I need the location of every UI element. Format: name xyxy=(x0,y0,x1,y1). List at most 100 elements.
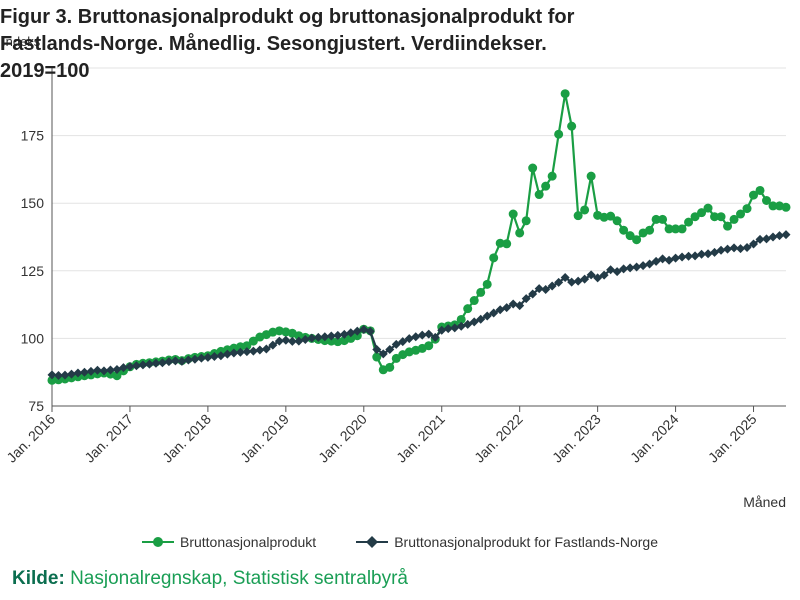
data-point xyxy=(775,231,785,241)
data-point xyxy=(521,216,531,226)
data-point xyxy=(287,336,297,346)
data-point xyxy=(229,348,239,358)
data-point xyxy=(781,230,791,240)
data-point xyxy=(586,171,596,181)
data-point xyxy=(502,303,512,313)
data-point xyxy=(248,346,258,356)
data-point xyxy=(151,358,161,368)
legend-marker-diamond-icon xyxy=(356,536,389,548)
legend-label-bnp: Bruttonasjonalprodukt xyxy=(179,534,317,550)
data-point xyxy=(684,217,694,227)
data-point xyxy=(248,336,258,346)
legend-marker-circle-icon xyxy=(141,537,174,547)
data-point xyxy=(222,349,232,359)
data-point xyxy=(190,354,200,364)
data-point xyxy=(112,364,122,374)
data-point xyxy=(170,356,180,366)
data-point xyxy=(385,344,395,354)
x-tick-label: Jan. 2023 xyxy=(549,411,604,466)
data-point xyxy=(144,359,154,369)
data-point xyxy=(736,209,746,219)
legend-item-bnp[interactable]: Bruttonasjonalprodukt xyxy=(141,534,317,550)
data-point xyxy=(60,370,70,380)
data-point xyxy=(768,201,778,211)
data-point xyxy=(554,277,564,287)
data-point xyxy=(352,326,362,336)
data-point xyxy=(489,308,499,318)
x-tick-label: Jan. 2019 xyxy=(237,411,292,466)
y-axis-label: Indeks xyxy=(2,34,41,49)
data-point xyxy=(346,328,356,338)
data-point xyxy=(359,324,369,334)
y-tick-label: 150 xyxy=(21,195,45,211)
data-point xyxy=(625,231,635,241)
data-point xyxy=(411,332,421,342)
data-point xyxy=(326,336,336,346)
data-point xyxy=(482,279,492,289)
data-point xyxy=(755,234,765,244)
x-tick-label: Jan. 2016 xyxy=(3,411,58,466)
data-point xyxy=(469,296,479,306)
source-line: Kilde: Nasjonalregnskap, Statistisk sent… xyxy=(12,568,408,590)
x-tick-label: Jan. 2021 xyxy=(393,411,448,466)
data-point xyxy=(762,195,772,205)
data-point xyxy=(606,211,616,221)
data-point xyxy=(677,224,687,234)
data-point xyxy=(573,211,583,221)
data-point xyxy=(612,216,622,226)
data-point xyxy=(677,252,687,262)
data-point xyxy=(762,234,772,244)
data-point xyxy=(781,202,791,212)
data-point xyxy=(307,333,317,343)
legend-item-fastlands[interactable]: Bruttonasjonalprodukt for Fastlands-Norg… xyxy=(356,534,658,550)
x-tick-label: Jan. 2018 xyxy=(159,411,214,466)
data-point xyxy=(534,190,544,200)
data-point xyxy=(86,366,96,376)
data-point xyxy=(391,339,401,349)
data-point xyxy=(138,360,148,370)
legend-label-fastlands: Bruttonasjonalprodukt for Fastlands-Norg… xyxy=(394,534,658,550)
data-point xyxy=(131,361,141,371)
data-point xyxy=(235,347,245,357)
data-point xyxy=(450,323,460,333)
data-point xyxy=(651,214,661,224)
data-point xyxy=(742,243,752,253)
data-point xyxy=(580,274,590,284)
data-point xyxy=(183,355,193,365)
data-point xyxy=(508,209,518,219)
data-point xyxy=(515,228,525,238)
data-point xyxy=(554,129,564,139)
data-point xyxy=(716,212,726,222)
data-point xyxy=(638,261,648,271)
data-point xyxy=(508,299,518,309)
data-point xyxy=(385,362,395,372)
y-axis-ticks: 75 100 125 150 175 xyxy=(21,128,45,414)
data-point xyxy=(339,329,349,339)
data-point xyxy=(365,326,375,336)
x-axis: Jan. 2016 Jan. 2017 Jan. 2018 Jan. 2019 Jan.… xyxy=(3,68,786,466)
source-text[interactable]: Nasjonalregnskap, Statistisk sentralbyrå xyxy=(70,568,408,589)
data-point xyxy=(92,365,102,375)
chart-title: Figur 3. Bruttonasjonalprodukt og brutto… xyxy=(0,6,575,82)
data-point xyxy=(664,224,674,234)
data-point xyxy=(424,329,434,339)
data-point xyxy=(209,352,219,362)
data-point xyxy=(599,270,609,280)
legend: Bruttonasjonalprodukt Bruttonasjonalprod… xyxy=(0,534,800,550)
data-point xyxy=(372,344,382,354)
data-point xyxy=(671,224,681,234)
data-point xyxy=(729,243,739,253)
data-point xyxy=(560,89,570,99)
data-point xyxy=(567,121,577,131)
data-point xyxy=(586,270,596,280)
data-point xyxy=(469,317,479,327)
data-point xyxy=(261,344,271,354)
data-point xyxy=(476,287,486,297)
data-point xyxy=(749,190,759,200)
x-tick-label: Jan. 2022 xyxy=(471,411,526,466)
data-point xyxy=(99,366,109,376)
data-point xyxy=(294,336,304,346)
data-point xyxy=(658,254,668,264)
data-point xyxy=(437,325,447,335)
